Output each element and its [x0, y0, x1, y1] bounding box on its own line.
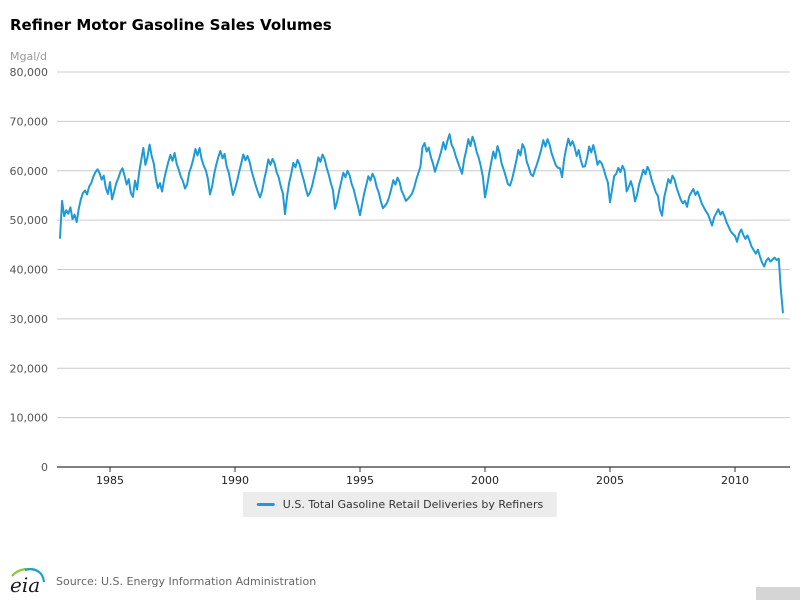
x-tick-label: 2010	[721, 474, 749, 487]
x-tick-label: 1985	[96, 474, 124, 487]
y-tick-label: 40,000	[10, 264, 49, 277]
y-axis-unit-label: Mgal/d	[10, 50, 47, 63]
eia-logo-text: eia	[10, 573, 40, 597]
y-tick-label: 0	[41, 461, 48, 474]
y-tick-label: 70,000	[10, 115, 49, 128]
x-tick-label: 2005	[596, 474, 624, 487]
x-tick-label: 2000	[471, 474, 499, 487]
data-series-line[interactable]	[59, 133, 784, 314]
source-attribution: Source: U.S. Energy Information Administ…	[56, 574, 317, 588]
eia-logo-blue-arc	[24, 568, 46, 583]
x-tick-label: 1990	[221, 474, 249, 487]
eia-logo: eia	[10, 567, 46, 597]
chart-legend[interactable]: U.S. Total Gasoline Retail Deliveries by…	[242, 492, 558, 517]
chart-footer: eia Source: U.S. Energy Information Admi…	[8, 565, 316, 597]
legend-label: U.S. Total Gasoline Retail Deliveries by…	[282, 498, 544, 511]
y-tick-label: 60,000	[10, 165, 49, 178]
y-tick-label: 80,000	[10, 66, 49, 79]
legend-line-swatch	[256, 503, 275, 506]
chart-title: Refiner Motor Gasoline Sales Volumes	[10, 16, 332, 34]
resize-corner-box[interactable]	[756, 587, 800, 600]
y-tick-label: 50,000	[10, 214, 49, 227]
x-tick-label: 1995	[346, 474, 374, 487]
y-tick-label: 30,000	[10, 313, 49, 326]
line-chart-plot: 0 10,000 20,000 30,000 40,000 50,000 60,000 70,…	[10, 66, 790, 487]
y-tick-label: 10,000	[10, 412, 49, 425]
y-tick-label: 20,000	[10, 362, 49, 375]
